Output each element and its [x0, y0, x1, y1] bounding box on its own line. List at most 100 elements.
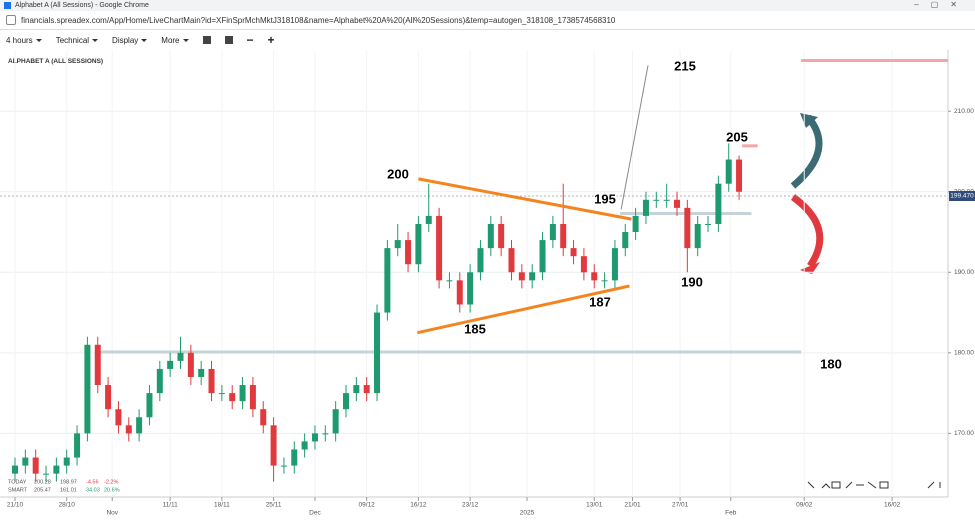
x-tick-label: 18/11: [214, 502, 230, 509]
annotation: 187: [589, 294, 611, 309]
candle-body: [208, 368, 215, 394]
candle-body: [11, 465, 18, 474]
x-tick-label: Nov: [106, 510, 118, 517]
candle-body: [570, 248, 577, 257]
menu-timeframe[interactable]: 4 hours: [6, 36, 42, 45]
candle-body: [518, 272, 525, 281]
open-button[interactable]: [202, 36, 211, 44]
x-tick-label: 09/12: [359, 502, 376, 509]
plot-area: [0, 50, 948, 497]
candle-body: [539, 240, 546, 273]
candle-body: [384, 248, 391, 313]
candle-body: [270, 425, 277, 466]
window-title: Alphabet A (All Sessions) - Google Chrom…: [15, 2, 149, 9]
candle-body: [249, 385, 256, 410]
candle-body: [529, 272, 536, 281]
trend-line: [418, 177, 632, 221]
url: financials.spreadex.com/App/Home/LiveCha…: [21, 15, 616, 25]
x-tick-label: 23/12: [462, 502, 479, 509]
info-text: 20.6%: [104, 487, 120, 493]
candle-body: [425, 215, 432, 224]
candle-body: [63, 457, 70, 466]
x-tick-label: 13/01: [586, 502, 603, 509]
save-button[interactable]: [224, 36, 233, 44]
annotation: 200: [387, 166, 409, 181]
zoom-out-button[interactable]: −: [246, 33, 254, 47]
up-arrow: [790, 114, 823, 189]
candle-body: [218, 393, 225, 395]
x-tick-label: Dec: [309, 510, 321, 517]
candle-body: [156, 368, 163, 394]
candle-body: [280, 465, 287, 467]
zoom-in-button[interactable]: +: [267, 33, 275, 47]
info-text: -4.56: [86, 479, 99, 485]
candle-body: [198, 368, 205, 377]
candle-body: [725, 159, 732, 184]
address-bar[interactable]: financials.spreadex.com/App/Home/LiveCha…: [0, 11, 975, 30]
candle-body: [125, 425, 132, 434]
annotation: 190: [681, 274, 703, 289]
candle-body: [446, 280, 453, 282]
down-arrowhead: [800, 262, 820, 274]
candle-body: [549, 223, 556, 241]
x-tick-label: 16/12: [410, 502, 427, 509]
candle-body: [653, 199, 660, 201]
x-tick-label: 21/01: [624, 502, 641, 509]
site-icon: [6, 15, 16, 25]
drawing-tools[interactable]: [807, 481, 941, 489]
menu-display[interactable]: Display: [112, 36, 147, 45]
down-arrow: [790, 194, 824, 268]
candle-body: [405, 240, 412, 265]
candle-body: [498, 223, 505, 249]
toolbar: 4 hours Technical Display More − +: [0, 30, 975, 50]
info-text: 198.97: [60, 479, 77, 485]
candle-body: [673, 199, 680, 208]
candle-body: [715, 183, 722, 224]
y-tick-label: 210.00: [954, 108, 974, 115]
annotation: 215: [674, 58, 696, 73]
x-tick-label: 16/02: [884, 502, 901, 509]
candle-body: [632, 215, 639, 233]
candle-body: [260, 409, 267, 426]
last-price-tag: [949, 191, 975, 202]
annotation: 195: [594, 191, 616, 206]
candle-body: [436, 215, 443, 281]
x-tick-label: 2025: [520, 510, 535, 517]
candle-body: [332, 409, 339, 434]
candle-body: [177, 352, 184, 361]
candle-body: [663, 199, 670, 201]
info-text: -2.2%: [104, 479, 118, 485]
trend-line: [417, 284, 630, 335]
candle-body: [694, 223, 701, 249]
candle-body: [353, 385, 360, 394]
y-tick-label: 170.00: [954, 430, 974, 437]
info-text: TODAY: [8, 479, 27, 485]
menu-technical[interactable]: Technical: [56, 36, 98, 45]
y-tick-label: 190.00: [954, 269, 974, 276]
candle-body: [508, 248, 515, 273]
x-tick-label: 28/10: [59, 502, 76, 509]
last-price-label: 199.470: [950, 193, 974, 200]
window-controls[interactable]: –▢✕: [914, 0, 969, 9]
x-tick-label: Feb: [725, 510, 737, 517]
candle-body: [684, 207, 691, 249]
info-text: SMART: [8, 487, 28, 493]
candle-body: [322, 433, 329, 435]
candle-body: [32, 457, 39, 474]
candle-body: [229, 393, 236, 402]
x-tick-label: 11/11: [162, 502, 178, 509]
chart-title: ALPHABET A (ALL SESSIONS): [8, 58, 103, 65]
candle-body: [301, 441, 308, 450]
x-tick-label: 25/11: [266, 502, 282, 509]
candle-body: [415, 223, 422, 265]
menu-more[interactable]: More: [161, 36, 188, 45]
candle-body: [342, 393, 349, 410]
candle-body: [487, 223, 494, 249]
candle-body: [167, 360, 174, 369]
x-tick-label: 09/02: [796, 502, 813, 509]
candle-body: [239, 385, 246, 402]
info-text: 205.47: [34, 487, 51, 493]
candle-body: [477, 248, 484, 273]
candle-body: [291, 449, 298, 466]
